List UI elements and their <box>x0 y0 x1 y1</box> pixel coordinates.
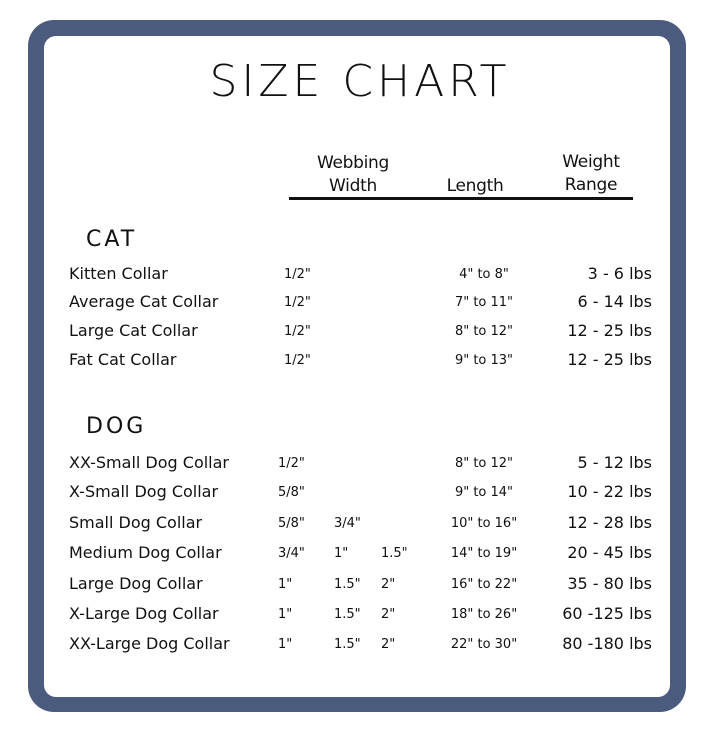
page-title: SIZE CHART <box>209 56 511 107</box>
webbing-width: 1/2" <box>284 267 311 282</box>
section-cat-label: CAT <box>86 227 138 252</box>
webbing-width: 1/2" <box>284 353 311 368</box>
length-range: 14" to 19" <box>450 546 518 561</box>
webbing-width: 1.5" <box>334 607 361 622</box>
webbing-width: 5/8" <box>278 485 305 500</box>
webbing-width: 1/2" <box>284 295 311 310</box>
webbing-width: 1.5" <box>334 637 361 652</box>
length-range: 7" to 11" <box>454 295 514 310</box>
webbing-width: 5/8" <box>278 516 305 531</box>
header-webbing-line1: Webbing <box>316 153 390 173</box>
weight-range: 12 - 25 lbs <box>567 350 652 369</box>
weight-range: 6 - 14 lbs <box>577 292 652 311</box>
weight-range: 80 -180 lbs <box>562 634 652 653</box>
header-weight-line1: Weight <box>562 152 620 172</box>
header-divider <box>289 197 633 200</box>
collar-name: XX-Large Dog Collar <box>69 634 230 653</box>
weight-range: 12 - 25 lbs <box>567 321 652 340</box>
collar-name: X-Small Dog Collar <box>69 482 219 501</box>
length-range: 10" to 16" <box>450 516 518 531</box>
length-range: 4" to 8" <box>459 267 509 282</box>
header-weight-line2: Range <box>564 175 618 195</box>
webbing-width: 2" <box>381 607 396 622</box>
webbing-width: 2" <box>381 637 396 652</box>
webbing-width: 1" <box>278 637 293 652</box>
collar-name: Kitten Collar <box>69 264 168 283</box>
weight-range: 35 - 80 lbs <box>567 574 652 593</box>
weight-range: 3 - 6 lbs <box>587 264 652 283</box>
length-range: 8" to 12" <box>454 456 514 471</box>
webbing-width: 1" <box>334 546 349 561</box>
length-range: 22" to 30" <box>450 637 518 652</box>
webbing-width: 2" <box>381 577 396 592</box>
chart-card <box>44 36 670 697</box>
weight-range: 20 - 45 lbs <box>567 543 652 562</box>
webbing-width: 1.5" <box>334 577 361 592</box>
length-range: 8" to 12" <box>454 324 514 339</box>
collar-name: Large Dog Collar <box>69 574 203 593</box>
weight-range: 12 - 28 lbs <box>567 513 652 532</box>
collar-name: Large Cat Collar <box>69 321 198 340</box>
length-range: 9" to 13" <box>454 353 514 368</box>
weight-range: 5 - 12 lbs <box>577 453 652 472</box>
header-webbing-line2: Width <box>329 176 377 196</box>
length-range: 18" to 26" <box>450 607 518 622</box>
webbing-width: 1/2" <box>284 324 311 339</box>
webbing-width: 1/2" <box>278 456 305 471</box>
length-range: 16" to 22" <box>450 577 518 592</box>
collar-name: Medium Dog Collar <box>69 543 222 562</box>
weight-range: 60 -125 lbs <box>562 604 652 623</box>
webbing-width: 1" <box>278 607 293 622</box>
header-webbing-width: Webbing Width <box>303 152 403 198</box>
collar-name: Average Cat Collar <box>69 292 219 311</box>
collar-name: X-Large Dog Collar <box>69 604 219 623</box>
webbing-width: 3/4" <box>278 546 305 561</box>
webbing-width: 3/4" <box>334 516 361 531</box>
length-range: 9" to 14" <box>454 485 514 500</box>
collar-name: Fat Cat Collar <box>69 350 177 369</box>
section-dog-label: DOG <box>86 414 147 439</box>
collar-name: XX-Small Dog Collar <box>69 453 230 472</box>
header-length: Length <box>446 176 504 196</box>
webbing-width: 1.5" <box>381 546 408 561</box>
collar-name: Small Dog Collar <box>69 513 203 532</box>
weight-range: 10 - 22 lbs <box>567 482 652 501</box>
header-weight-range: Weight Range <box>541 151 641 197</box>
webbing-width: 1" <box>278 577 293 592</box>
